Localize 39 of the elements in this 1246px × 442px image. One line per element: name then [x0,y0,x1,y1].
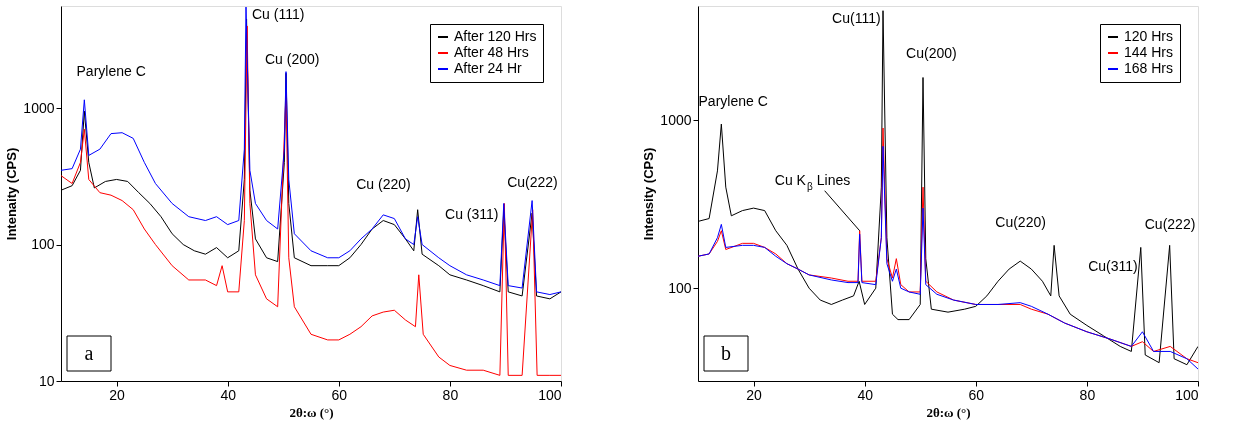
legend-label: After 24 Hr [454,60,523,76]
x-tick-label: 80 [1079,386,1096,403]
x-tick-label: 40 [220,386,237,403]
x-tick-label: 20 [109,386,126,403]
annotation: a [84,342,94,364]
y-axis-title: Intenaity (CPS) [4,147,20,241]
y-tick-label: 1000 [660,111,692,128]
annotation: Cu (200) [264,50,320,67]
annotation: Parylene C [698,93,768,110]
annotation: Cu(200) [906,44,957,61]
x-axis-title: 2θ:ω (°) [926,404,971,420]
annotation: Cu(220) [995,214,1046,231]
legend-label: 168 Hrs [1124,60,1174,76]
y-tick-label: 1000 [23,99,55,116]
x-tick-label: 60 [968,386,985,403]
annotation: Cu (311) [445,206,499,223]
legend-label: 120 Hrs [1124,28,1174,44]
annotation: Cu(111) [832,9,881,26]
annotation: Cu (111) [252,6,305,23]
y-axis-title: Intensity (CPS) [641,147,657,241]
annotation: Cu(311) [1088,258,1138,275]
x-tick-label: 100 [1175,386,1199,403]
annotation: Cu(222) [507,173,558,190]
x-tick-label: 40 [857,386,874,403]
x-tick-label: 80 [442,386,459,403]
legend-label: 144 Hrs [1124,44,1174,60]
annotation: Cu(222) [1144,216,1196,233]
annotation: Cu (220) [356,175,411,192]
x-tick-label: 100 [538,386,562,403]
line-series [61,25,561,376]
y-tick-label: 100 [31,236,55,253]
annotation: Parylene C [76,62,146,79]
annotation: b [721,342,731,364]
legend-label: After 120 Hrs [454,28,537,44]
x-axis-title: 2θ:ω (°) [289,404,334,420]
x-tick-label: 20 [746,386,763,403]
legend-label: After 48 Hrs [454,44,529,60]
y-tick-label: 10 [38,372,55,389]
x-tick-label: 60 [331,386,348,403]
